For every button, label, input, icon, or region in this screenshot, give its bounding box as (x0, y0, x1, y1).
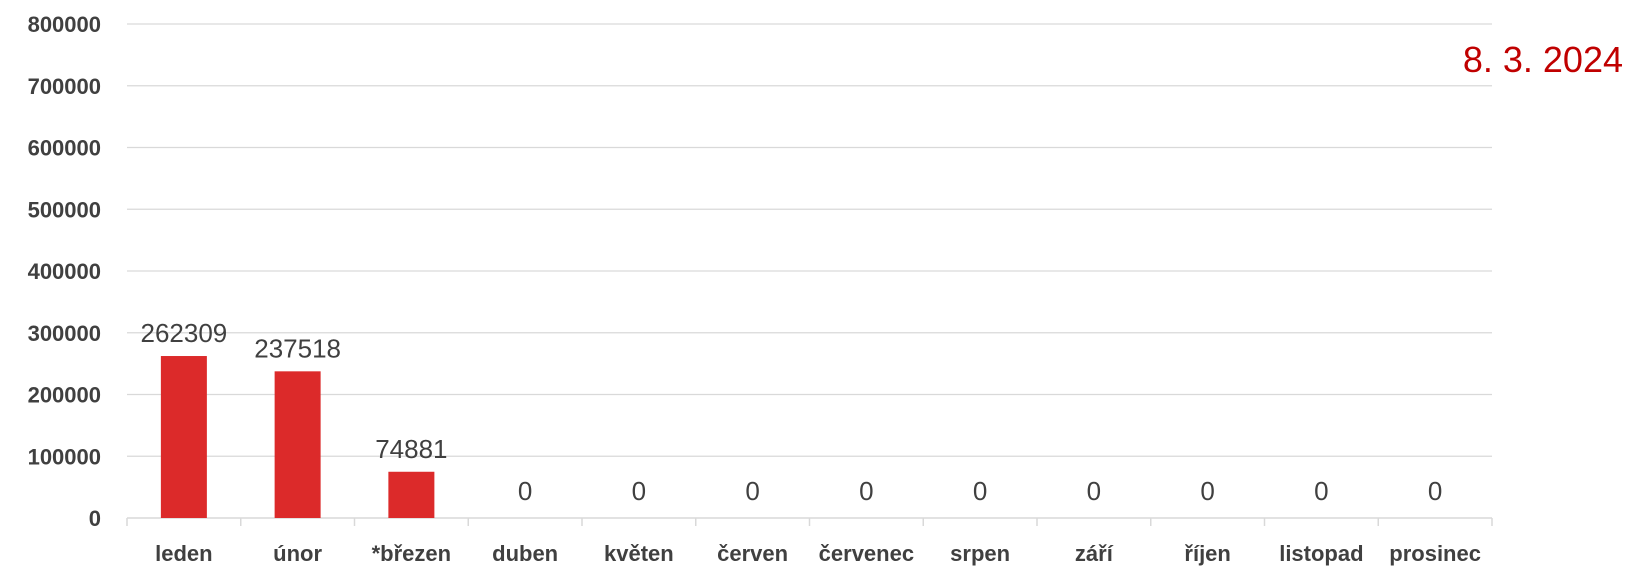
y-tick-label: 800000 (28, 12, 101, 37)
bars (160, 356, 435, 518)
data-label: 0 (518, 476, 532, 506)
x-tick-label: *březen (372, 541, 451, 566)
y-tick-labels: 0 100000 200000 300000 400000 500000 600000 700… (28, 12, 101, 531)
data-label: 0 (1200, 476, 1214, 506)
x-tick-labels: leden únor *březen duben květen červen červene… (155, 541, 1481, 566)
data-label: 0 (1087, 476, 1101, 506)
x-tick-label: červenec (819, 541, 914, 566)
data-label: 0 (859, 476, 873, 506)
date-annotation: 8. 3. 2024 (1462, 39, 1623, 80)
data-label: 0 (745, 476, 759, 506)
y-tick-label: 200000 (28, 383, 101, 408)
y-tick-label: 300000 (28, 321, 101, 346)
data-label: 0 (973, 476, 987, 506)
y-tick-label: 0 (89, 506, 101, 531)
data-label: 0 (1428, 476, 1442, 506)
data-labels: 262309 237518 74881 0 0 0 0 0 0 0 0 0 (140, 318, 1442, 506)
data-label: 74881 (375, 434, 447, 464)
bar (388, 471, 435, 518)
gridlines (127, 23, 1492, 457)
x-tick-label: listopad (1279, 541, 1363, 566)
y-tick-label: 600000 (28, 136, 101, 161)
y-tick-label: 500000 (28, 197, 101, 222)
x-tick-label: květen (604, 541, 674, 566)
data-label: 237518 (254, 333, 341, 363)
x-tick-label: únor (273, 541, 322, 566)
x-tick-label: červen (717, 541, 788, 566)
data-label: 262309 (140, 318, 227, 348)
x-tick-label: leden (155, 541, 212, 566)
x-tick-label: prosinec (1389, 541, 1481, 566)
x-tick-label: říjen (1184, 541, 1230, 566)
bar (274, 371, 321, 518)
axes (126, 517, 1493, 526)
data-label: 0 (1314, 476, 1328, 506)
x-tick-label: září (1075, 541, 1114, 566)
data-label: 0 (632, 476, 646, 506)
y-tick-label: 100000 (28, 444, 101, 469)
x-tick-label: srpen (950, 541, 1010, 566)
bar (160, 356, 207, 518)
x-tick-label: duben (492, 541, 558, 566)
y-tick-label: 400000 (28, 259, 101, 284)
y-tick-label: 700000 (28, 74, 101, 99)
